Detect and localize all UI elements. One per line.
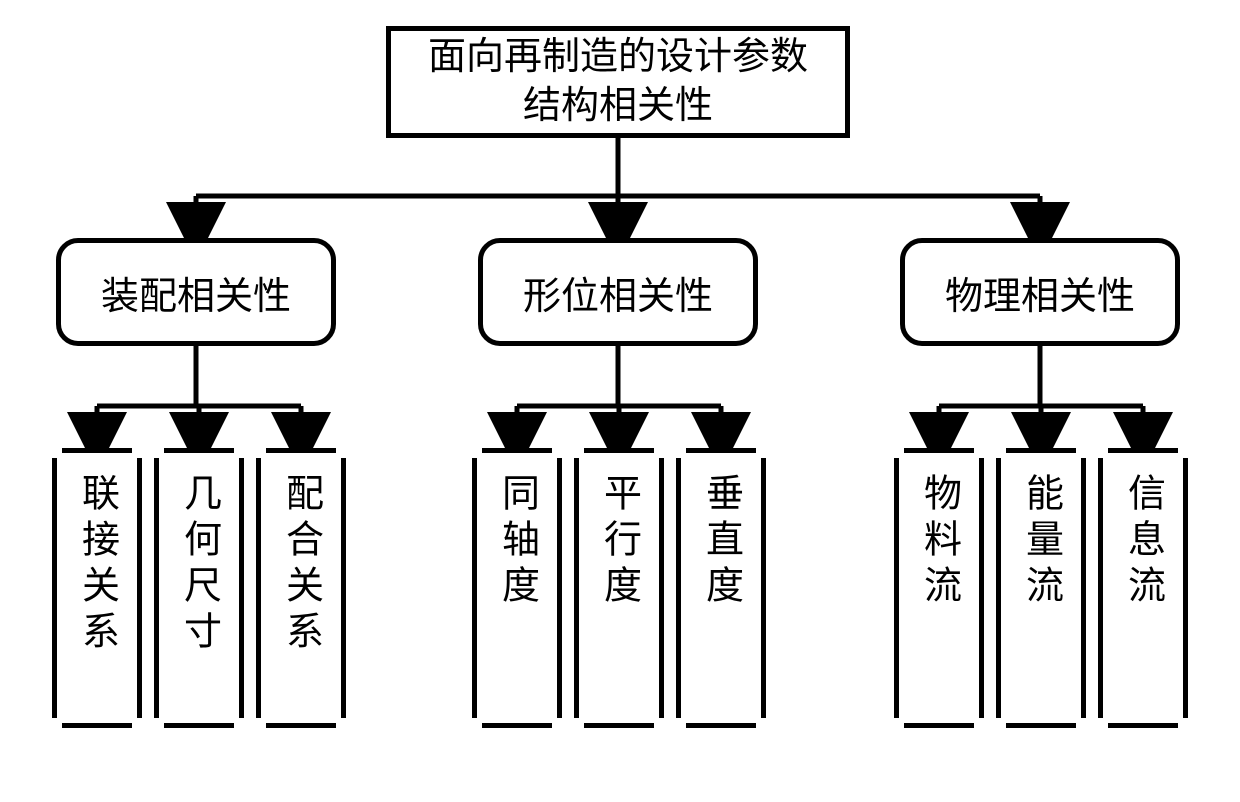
mid-label: 物理相关性 bbox=[945, 265, 1135, 320]
mid-node-m3: 物理相关性 bbox=[900, 238, 1180, 346]
leaf-node-l5: 平行度 bbox=[574, 448, 664, 728]
leaf-label: 物料流 bbox=[912, 473, 967, 611]
leaf-node-l8: 能量流 bbox=[996, 448, 1086, 728]
leaf-node-l4: 同轴度 bbox=[472, 448, 562, 728]
root-line1: 面向再制造的设计参数 bbox=[428, 33, 808, 82]
root-node: 面向再制造的设计参数 结构相关性 bbox=[386, 26, 850, 138]
leaf-node-l3: 配合关系 bbox=[256, 448, 346, 728]
leaf-label: 信息流 bbox=[1116, 473, 1171, 611]
leaf-node-l9: 信息流 bbox=[1098, 448, 1188, 728]
leaf-label: 同轴度 bbox=[490, 473, 545, 611]
mid-node-m2: 形位相关性 bbox=[478, 238, 758, 346]
root-line2: 结构相关性 bbox=[428, 82, 808, 131]
leaf-node-l1: 联接关系 bbox=[52, 448, 142, 728]
mid-label: 形位相关性 bbox=[523, 265, 713, 320]
leaf-label: 平行度 bbox=[592, 473, 647, 611]
leaf-node-l7: 物料流 bbox=[894, 448, 984, 728]
leaf-node-l6: 垂直度 bbox=[676, 448, 766, 728]
diagram-canvas: 面向再制造的设计参数 结构相关性 装配相关性 形位相关性 物理相关性联接关系几何尺寸… bbox=[0, 0, 1240, 802]
leaf-label: 垂直度 bbox=[694, 473, 749, 611]
leaf-label: 联接关系 bbox=[70, 473, 125, 657]
leaf-label: 几何尺寸 bbox=[172, 473, 227, 657]
leaf-label: 能量流 bbox=[1014, 473, 1069, 611]
mid-label: 装配相关性 bbox=[101, 265, 291, 320]
leaf-label: 配合关系 bbox=[274, 473, 329, 657]
mid-node-m1: 装配相关性 bbox=[56, 238, 336, 346]
root-text: 面向再制造的设计参数 结构相关性 bbox=[428, 33, 808, 132]
leaf-node-l2: 几何尺寸 bbox=[154, 448, 244, 728]
